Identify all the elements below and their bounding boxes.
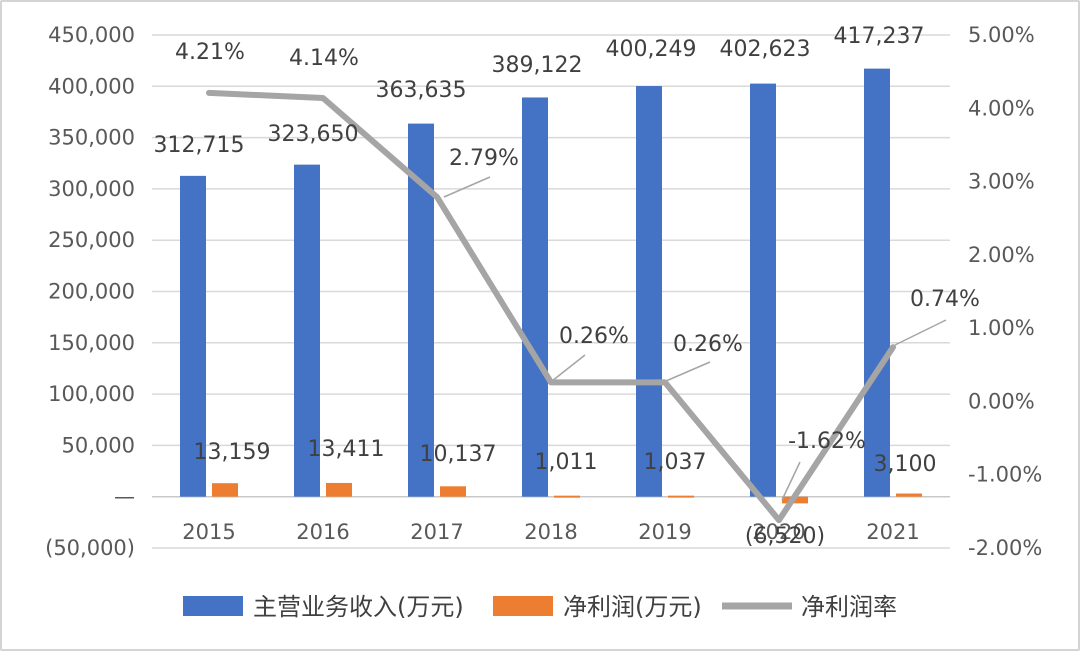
right-tick-label: -1.00% (968, 463, 1042, 487)
left-tick-label: — (114, 485, 135, 509)
right-tick-label: 5.00% (968, 23, 1035, 47)
axis-tick-labels: (50,000) — 50,000 100,000 150,000 200,000 250,… (45, 23, 1042, 560)
leader-line (894, 319, 947, 346)
legend-swatch-revenue (183, 596, 243, 616)
revenue-bar (180, 175, 206, 497)
left-tick-label: 50,000 (62, 433, 135, 457)
left-tick-label: 400,000 (48, 74, 135, 98)
x-tick-label: 2019 (638, 520, 691, 544)
left-tick-label: 350,000 (48, 126, 135, 150)
left-tick-label: 300,000 (48, 177, 135, 201)
legend-label-profit: 净利润(万元) (563, 593, 702, 621)
margin-data-label: 4.14% (289, 46, 359, 71)
profit-data-label: 1,011 (535, 450, 598, 475)
profit-data-label: 1,037 (644, 450, 707, 475)
x-tick-label: 2021 (866, 520, 919, 544)
revenue-data-label: 312,715 (154, 133, 245, 158)
leader-line (551, 354, 586, 382)
margin-point (434, 194, 440, 200)
right-tick-label: 0.00% (968, 389, 1035, 413)
left-tick-label: 100,000 (48, 382, 135, 406)
legend-label-margin: 净利润率 (801, 593, 897, 621)
revenue-data-label: 402,623 (720, 37, 811, 62)
margin-data-label: 4.21% (175, 40, 245, 65)
margin-data-label: 0.26% (559, 324, 629, 349)
revenue-data-label: 400,249 (606, 37, 697, 62)
left-tick-label: 200,000 (48, 280, 135, 304)
revenue-bar (864, 68, 890, 497)
profit-data-label: 10,137 (420, 442, 497, 467)
revenue-data-label: 389,122 (492, 53, 583, 78)
profit-data-label: 13,411 (308, 437, 385, 462)
profit-data-label: 13,159 (194, 440, 271, 465)
left-tick-label: (50,000) (45, 536, 135, 560)
right-tick-label: 2.00% (968, 243, 1035, 267)
left-tick-label: 250,000 (48, 228, 135, 252)
margin-point (776, 517, 782, 523)
left-tick-label: 450,000 (48, 23, 135, 47)
profit-bar (440, 486, 466, 497)
x-tick-label: 2015 (182, 520, 235, 544)
x-tick-label: 2017 (410, 520, 463, 544)
legend-swatch-profit (493, 596, 553, 616)
leader-line (781, 461, 801, 501)
margin-point (320, 95, 326, 101)
profit-bar (896, 493, 922, 497)
margin-line (206, 89, 896, 524)
leader-lines (443, 176, 947, 501)
revenue-data-label: 363,635 (376, 78, 467, 103)
data-labels: 312,715 323,650 363,635 389,122 400,249 402,6… (154, 24, 980, 549)
revenue-bar (750, 83, 776, 497)
profit-data-label: 3,100 (874, 452, 937, 477)
margin-point (890, 344, 896, 350)
leader-line (443, 176, 491, 198)
right-tick-label: 3.00% (968, 170, 1035, 194)
revenue-bar (636, 86, 662, 497)
revenue-data-label: 417,237 (834, 24, 925, 49)
profit-data-label: (6,520) (745, 524, 825, 549)
profit-bar (554, 495, 580, 498)
legend: 主营业务收入(万元) 净利润(万元) 净利润率 (183, 593, 897, 621)
left-tick-label: 150,000 (48, 331, 135, 355)
margin-data-label: -1.62% (788, 429, 866, 454)
right-tick-label: 1.00% (968, 316, 1035, 340)
margin-point (206, 90, 212, 96)
revenue-bar (294, 164, 320, 497)
profit-bar (212, 483, 238, 497)
gridlines (152, 34, 950, 549)
revenue-data-label: 323,650 (268, 122, 359, 147)
margin-data-label: 0.74% (910, 287, 980, 312)
x-tick-label: 2016 (296, 520, 349, 544)
margin-data-label: 2.79% (449, 146, 519, 171)
leader-line (665, 361, 711, 382)
x-tick-label: 2020 (752, 520, 805, 544)
revenue-bar (522, 97, 548, 497)
profit-bar (668, 495, 694, 498)
profit-bar (326, 482, 352, 497)
right-tick-label: -2.00% (968, 536, 1042, 560)
bars (180, 68, 922, 504)
margin-data-label: 0.26% (673, 332, 743, 357)
legend-label-revenue: 主营业务收入(万元) (253, 593, 464, 621)
x-tick-label: 2018 (524, 520, 577, 544)
right-tick-label: 4.00% (968, 96, 1035, 120)
